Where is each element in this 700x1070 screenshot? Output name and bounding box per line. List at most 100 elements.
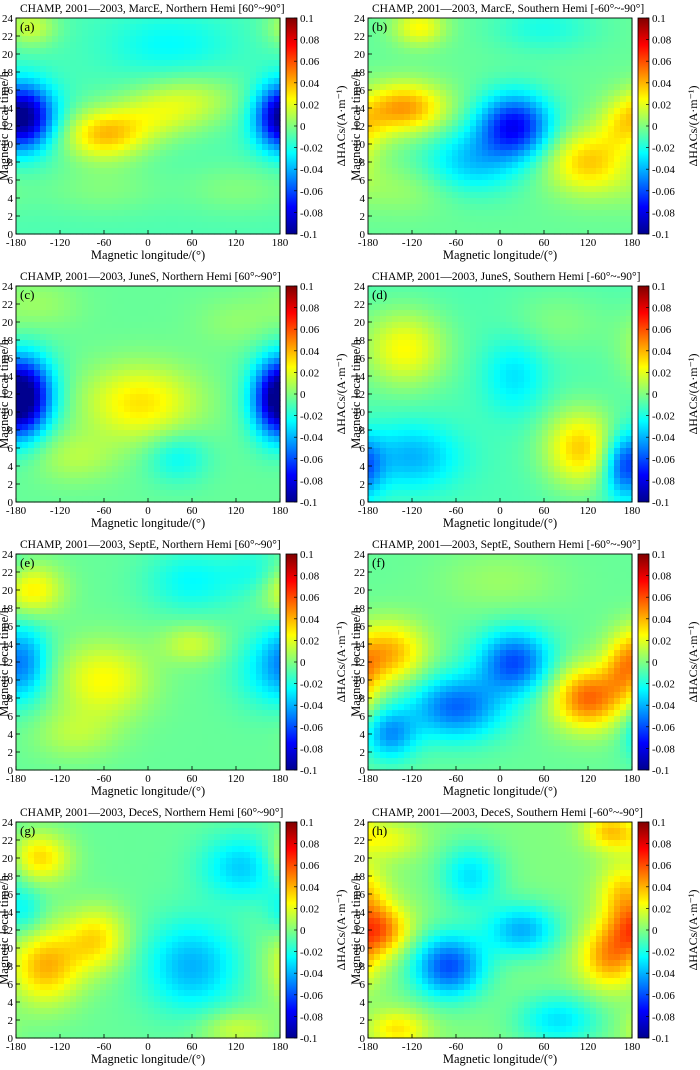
heatmap-cell (584, 174, 591, 181)
x-tick-label: 60 (187, 237, 199, 249)
heatmap-cell (500, 168, 507, 175)
heatmap-cell (524, 180, 531, 187)
heatmap-cell (512, 156, 519, 163)
heatmap-cell (172, 204, 179, 211)
heatmap-cell (428, 114, 435, 121)
heatmap-cell (398, 42, 405, 49)
y-tick-label: 6 (8, 175, 14, 187)
heatmap-cell (190, 78, 197, 85)
heatmap-cell (226, 418, 233, 425)
heatmap-cell (262, 412, 269, 419)
heatmap-cell (452, 114, 459, 121)
heatmap-cell (482, 60, 489, 67)
heatmap-cell (482, 216, 489, 223)
heatmap-cell (166, 406, 173, 413)
heatmap-cell (398, 72, 405, 79)
heatmap-cell (602, 156, 609, 163)
heatmap-cell (124, 322, 131, 329)
heatmap-cell (40, 490, 47, 497)
heatmap-cell (166, 90, 173, 97)
heatmap-cell (106, 484, 113, 491)
colorbar-tick-label: -0.08 (300, 207, 323, 219)
heatmap-cell (166, 400, 173, 407)
heatmap-cell (40, 132, 47, 139)
heatmap-cell (16, 322, 23, 329)
heatmap-cell (166, 66, 173, 73)
heatmap-cell (512, 30, 519, 37)
heatmap-cell (88, 394, 95, 401)
heatmap-cell (22, 304, 29, 311)
heatmap-cell (602, 114, 609, 121)
heatmap-cell (506, 210, 513, 217)
heatmap-cell (500, 60, 507, 67)
heatmap-cell (178, 168, 185, 175)
heatmap-cell (106, 472, 113, 479)
heatmap-cell (58, 66, 65, 73)
heatmap-cell (196, 192, 203, 199)
heatmap-cell (386, 96, 393, 103)
heatmap-cell (196, 96, 203, 103)
heatmap-cell (262, 400, 269, 407)
heatmap-cell (398, 144, 405, 151)
heatmap-cell (368, 424, 375, 431)
heatmap-cell (226, 388, 233, 395)
heatmap-cell (452, 66, 459, 73)
heatmap-cell (250, 334, 257, 341)
heatmap-cell (142, 334, 149, 341)
colorbar-tick-label: 0.06 (300, 324, 320, 336)
heatmap-cell (374, 78, 381, 85)
heatmap-cell (28, 30, 35, 37)
heatmap-cell (422, 120, 429, 127)
heatmap-cell (118, 358, 125, 365)
heatmap-cell (124, 96, 131, 103)
colorbar-tick-label: -0.08 (300, 475, 323, 487)
heatmap-cell (172, 102, 179, 109)
heatmap-cell (602, 204, 609, 211)
heatmap-cell (596, 216, 603, 223)
heatmap-cell (530, 90, 537, 97)
heatmap-cell (94, 292, 101, 299)
heatmap-cell (160, 168, 167, 175)
heatmap-cell (244, 156, 251, 163)
heatmap-cell (148, 412, 155, 419)
heatmap-cell (16, 210, 23, 217)
heatmap-cell (494, 126, 501, 133)
heatmap-cell (578, 18, 585, 25)
heatmap-cell (172, 192, 179, 199)
heatmap-cell (250, 162, 257, 169)
heatmap-cell (268, 448, 275, 455)
heatmap-cell (374, 162, 381, 169)
heatmap-cell (112, 144, 119, 151)
heatmap-cell (178, 192, 185, 199)
heatmap-cell (202, 120, 209, 127)
heatmap-cell (208, 222, 215, 229)
heatmap-cell (518, 186, 525, 193)
heatmap-cell (416, 54, 423, 61)
heatmap-cell (190, 222, 197, 229)
heatmap-cell (262, 328, 269, 335)
heatmap-cell (404, 156, 411, 163)
heatmap-cell (368, 186, 375, 193)
heatmap-cell (136, 310, 143, 317)
heatmap-cell (16, 150, 23, 157)
heatmap-cell (244, 138, 251, 145)
heatmap-cell (566, 150, 573, 157)
heatmap-cell (136, 334, 143, 341)
heatmap-cell (500, 54, 507, 61)
heatmap-cell (572, 96, 579, 103)
heatmap-cell (530, 138, 537, 145)
heatmap-cell (482, 138, 489, 145)
heatmap-cell (542, 228, 549, 235)
heatmap-cell (256, 48, 263, 55)
x-tick-label: 180 (272, 237, 289, 249)
heatmap-cell (46, 394, 53, 401)
heatmap-cell (464, 228, 471, 235)
heatmap-cell (16, 430, 23, 437)
heatmap-cell (94, 400, 101, 407)
heatmap-cell (40, 292, 47, 299)
heatmap-cell (208, 120, 215, 127)
heatmap-cell (368, 36, 375, 43)
heatmap-cell (440, 36, 447, 43)
heatmap-cell (244, 42, 251, 49)
heatmap-cell (52, 60, 59, 67)
